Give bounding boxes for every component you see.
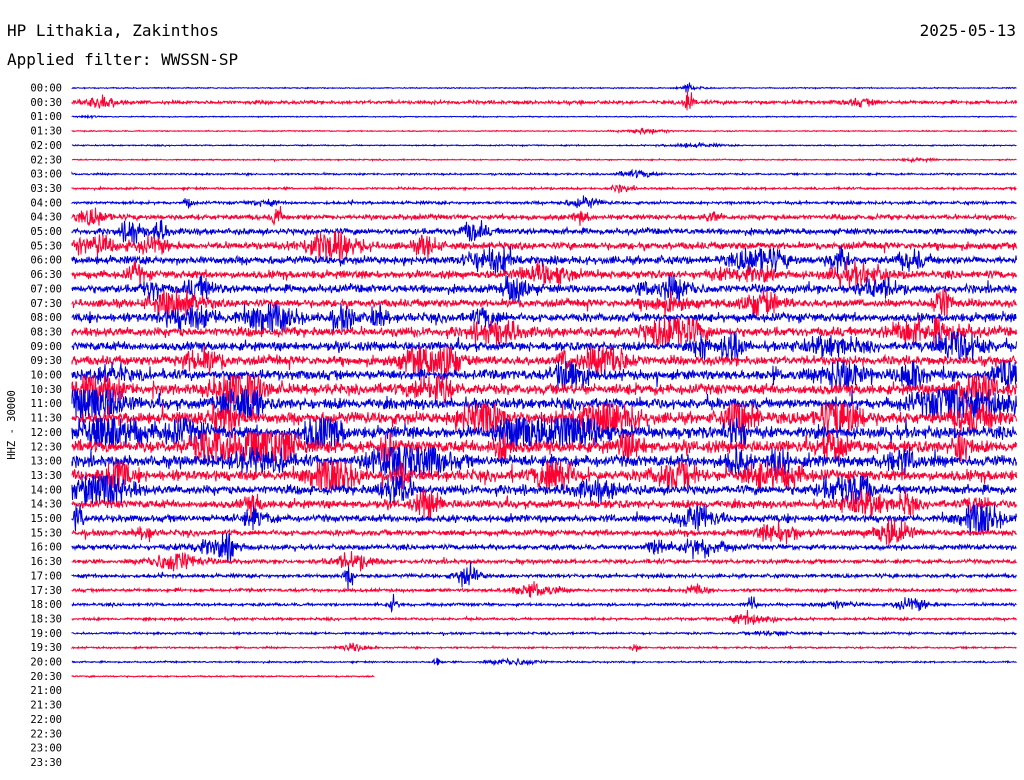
filter-label: Applied filter: WWSSN-SP (7, 50, 238, 69)
row-label: 02:30 (30, 154, 62, 166)
row-label: 09:30 (30, 355, 62, 367)
row-label: 10:00 (30, 370, 62, 382)
trace-row (71, 82, 1017, 93)
row-label: 11:00 (30, 398, 62, 410)
row-label: 19:00 (30, 628, 62, 640)
trace-row (71, 260, 1017, 289)
row-label: 02:00 (30, 140, 62, 152)
seismic-traces (71, 82, 1017, 679)
row-label: 18:30 (30, 613, 62, 625)
row-label: 22:00 (30, 714, 62, 726)
row-label: 00:30 (30, 97, 62, 109)
trace-row (71, 642, 1017, 653)
row-label: 03:00 (30, 169, 62, 181)
row-label: 19:30 (30, 642, 62, 654)
row-labels: 00:00 00:30 01:00 01:30 02:00 02:30 03:00 03:30… (30, 83, 62, 769)
trace-row (71, 475, 1017, 505)
row-label: 04:00 (30, 197, 62, 209)
row-label: 01:30 (30, 126, 62, 138)
station-title: HP Lithakia, Zakinthos (7, 21, 219, 40)
trace-row (71, 168, 1017, 179)
row-label: 08:00 (30, 312, 62, 324)
trace-row (71, 581, 1017, 598)
row-label: 16:00 (30, 542, 62, 554)
y-axis-label: HHZ - 30000 (6, 390, 18, 460)
trace-row (71, 551, 1017, 572)
row-label: 20:00 (30, 657, 62, 669)
trace-row (71, 231, 1017, 262)
trace-row (71, 518, 1017, 547)
trace-row (71, 533, 1017, 562)
row-label: 15:30 (30, 527, 62, 539)
trace-row (71, 593, 1017, 614)
trace-row (71, 156, 1017, 164)
row-label: 07:00 (30, 283, 62, 295)
trace-row (71, 460, 1017, 490)
trace-row (71, 657, 1017, 667)
row-label: 21:00 (30, 685, 62, 697)
row-label: 20:30 (30, 671, 62, 683)
row-label: 06:30 (30, 269, 62, 281)
row-label: 12:00 (30, 427, 62, 439)
trace-row (71, 141, 1017, 149)
trace-row (71, 489, 1017, 519)
row-label: 13:00 (30, 456, 62, 468)
trace-row (71, 674, 375, 679)
row-label: 14:30 (30, 499, 62, 511)
trace-row (71, 345, 1017, 376)
trace-row (71, 629, 1017, 637)
row-label: 09:00 (30, 341, 62, 353)
row-label: 17:30 (30, 585, 62, 597)
trace-row (71, 113, 1017, 120)
row-label: 12:30 (30, 441, 62, 453)
trace-row (71, 416, 1017, 447)
row-label: 21:30 (30, 700, 62, 712)
trace-row (71, 205, 1017, 227)
row-label: 11:30 (30, 413, 62, 425)
row-label: 16:30 (30, 556, 62, 568)
row-label: 15:00 (30, 513, 62, 525)
row-label: 03:30 (30, 183, 62, 195)
row-label: 17:00 (30, 570, 62, 582)
row-label: 22:30 (30, 728, 62, 740)
trace-row (71, 317, 1017, 346)
trace-row (71, 360, 1017, 390)
trace-row (71, 432, 1017, 462)
trace-row (71, 330, 1017, 361)
trace-row (71, 561, 1017, 590)
trace-row (71, 609, 1017, 625)
row-label: 08:30 (30, 326, 62, 338)
trace-row (71, 446, 1017, 477)
row-label: 18:00 (30, 599, 62, 611)
row-label: 23:30 (30, 757, 62, 769)
row-label: 04:30 (30, 212, 62, 224)
trace-row (71, 219, 1017, 246)
trace-row (71, 303, 1017, 333)
trace-row (71, 274, 1017, 303)
row-label: 01:00 (30, 111, 62, 123)
trace-row (71, 184, 1017, 194)
row-label: 05:00 (30, 226, 62, 238)
trace-row (71, 195, 1017, 209)
row-label: 13:30 (30, 470, 62, 482)
trace-row (71, 504, 1017, 534)
row-label: 07:30 (30, 298, 62, 310)
row-label: 23:00 (30, 743, 62, 755)
trace-row (71, 287, 1017, 318)
row-label: 06:00 (30, 255, 62, 267)
row-label: 14:00 (30, 484, 62, 496)
row-label: 00:00 (30, 83, 62, 95)
trace-row (71, 374, 1017, 404)
trace-row (71, 91, 1017, 111)
date-label: 2025-05-13 (920, 21, 1016, 40)
row-label: 05:30 (30, 240, 62, 252)
trace-row (71, 246, 1017, 275)
row-label: 10:30 (30, 384, 62, 396)
trace-row (71, 127, 1017, 136)
